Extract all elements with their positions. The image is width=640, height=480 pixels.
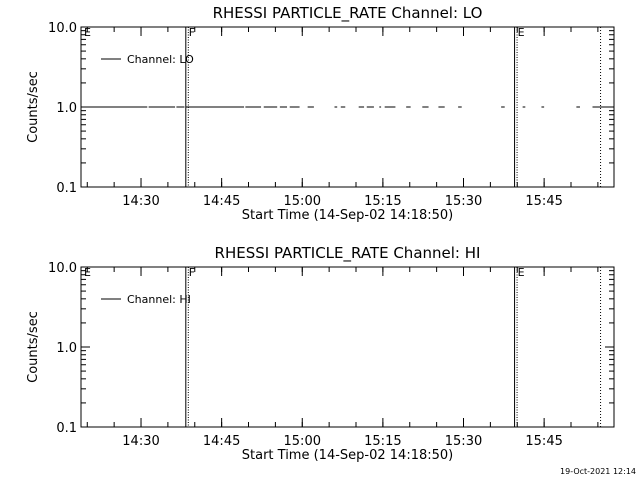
legend-label: Channel: HI xyxy=(127,293,191,306)
x-axis-label: Start Time (14-Sep-02 14:18:50) xyxy=(242,448,453,463)
chart-title: RHESSI PARTICLE_RATE Channel: LO xyxy=(213,4,483,23)
x-axis-label: Start Time (14-Sep-02 14:18:50) xyxy=(242,208,453,223)
x-tick-label: 15:45 xyxy=(525,434,562,449)
legend-label: Channel: LO xyxy=(127,53,194,66)
timestamp-label: 19-Oct-2021 12:14 xyxy=(560,467,636,476)
x-tick-label: 15:30 xyxy=(445,434,482,449)
event-label: E xyxy=(84,266,91,279)
y-tick-label: 0.1 xyxy=(56,421,77,436)
x-tick-label: 14:45 xyxy=(203,194,240,209)
y-tick-label: 10.0 xyxy=(48,21,77,36)
x-tick-label: 14:30 xyxy=(122,434,159,449)
event-label: E xyxy=(84,26,91,39)
y-axis-label: Counts/sec xyxy=(26,71,41,143)
x-tick-label: 15:15 xyxy=(364,194,401,209)
chart-panels: RHESSI PARTICLE_RATE Channel: LO 0.1 1.0 10… xyxy=(26,4,615,463)
y-tick-label: 10.0 xyxy=(48,261,77,276)
x-tick-label: 15:00 xyxy=(284,434,321,449)
x-tick-label: 14:45 xyxy=(203,434,240,449)
x-tick-label: 14:30 xyxy=(122,194,159,209)
chart-panel-2: RHESSI PARTICLE_RATE Channel: HI 0.1 1.0 10… xyxy=(26,244,615,463)
x-tick-label: 15:00 xyxy=(284,194,321,209)
y-tick-label: 0.1 xyxy=(56,181,77,196)
event-label: F xyxy=(189,26,195,39)
y-tick-label: 1.0 xyxy=(56,101,77,116)
y-tick-label: 1.0 xyxy=(56,341,77,356)
chart-title: RHESSI PARTICLE_RATE Channel: HI xyxy=(215,244,481,263)
y-axis-label: Counts/sec xyxy=(26,311,41,383)
x-tick-label: 15:15 xyxy=(364,434,401,449)
chart-panel-1: RHESSI PARTICLE_RATE Channel: LO 0.1 1.0 10… xyxy=(26,4,615,223)
x-tick-label: 15:45 xyxy=(525,194,562,209)
event-label: E xyxy=(518,266,525,279)
event-label: E xyxy=(518,26,525,39)
event-label: F xyxy=(189,266,195,279)
x-tick-label: 15:30 xyxy=(445,194,482,209)
